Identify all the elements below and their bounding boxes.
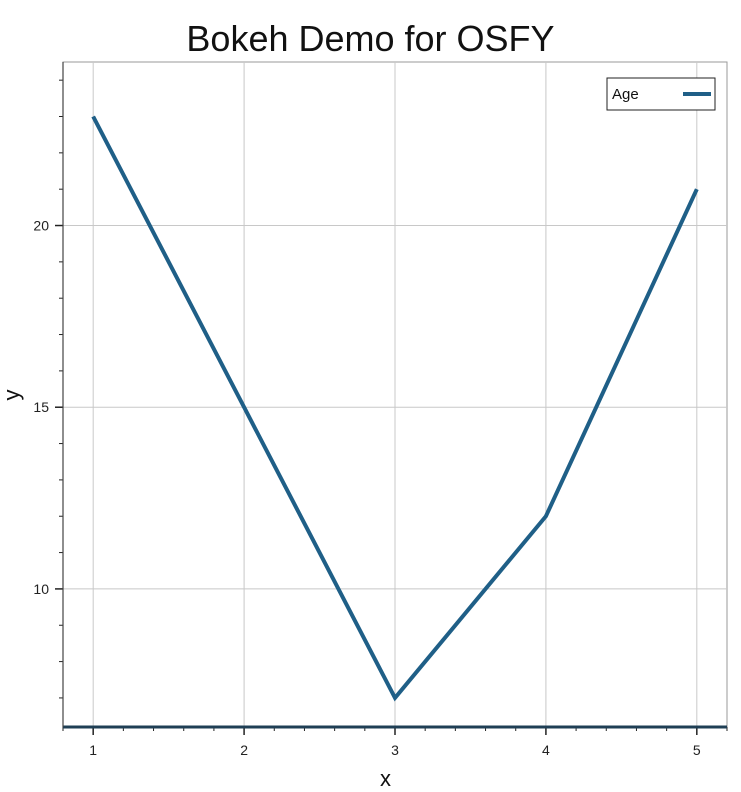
x-tick-label: 5: [693, 742, 701, 758]
y-tick-label: 15: [33, 399, 49, 415]
series-layer: [91, 115, 699, 702]
x-tick-label: 4: [542, 742, 550, 758]
x-axis-label: x: [380, 766, 391, 791]
x-tick-label: 3: [391, 742, 399, 758]
y-tick-label: 10: [33, 581, 49, 597]
grid-lines: [62, 61, 728, 728]
y-axis-label: y: [0, 389, 24, 401]
chart-title: Bokeh Demo for OSFY: [186, 18, 555, 59]
axes: 1 2 3 4 5 10 15 20: [33, 62, 728, 758]
x-tick-label: 1: [89, 742, 97, 758]
series-line-age: [91, 115, 699, 702]
y-tick-label: 20: [33, 218, 49, 234]
x-tick-label: 2: [240, 742, 248, 758]
legend-label: Age: [612, 86, 639, 103]
legend: Age: [606, 77, 716, 111]
